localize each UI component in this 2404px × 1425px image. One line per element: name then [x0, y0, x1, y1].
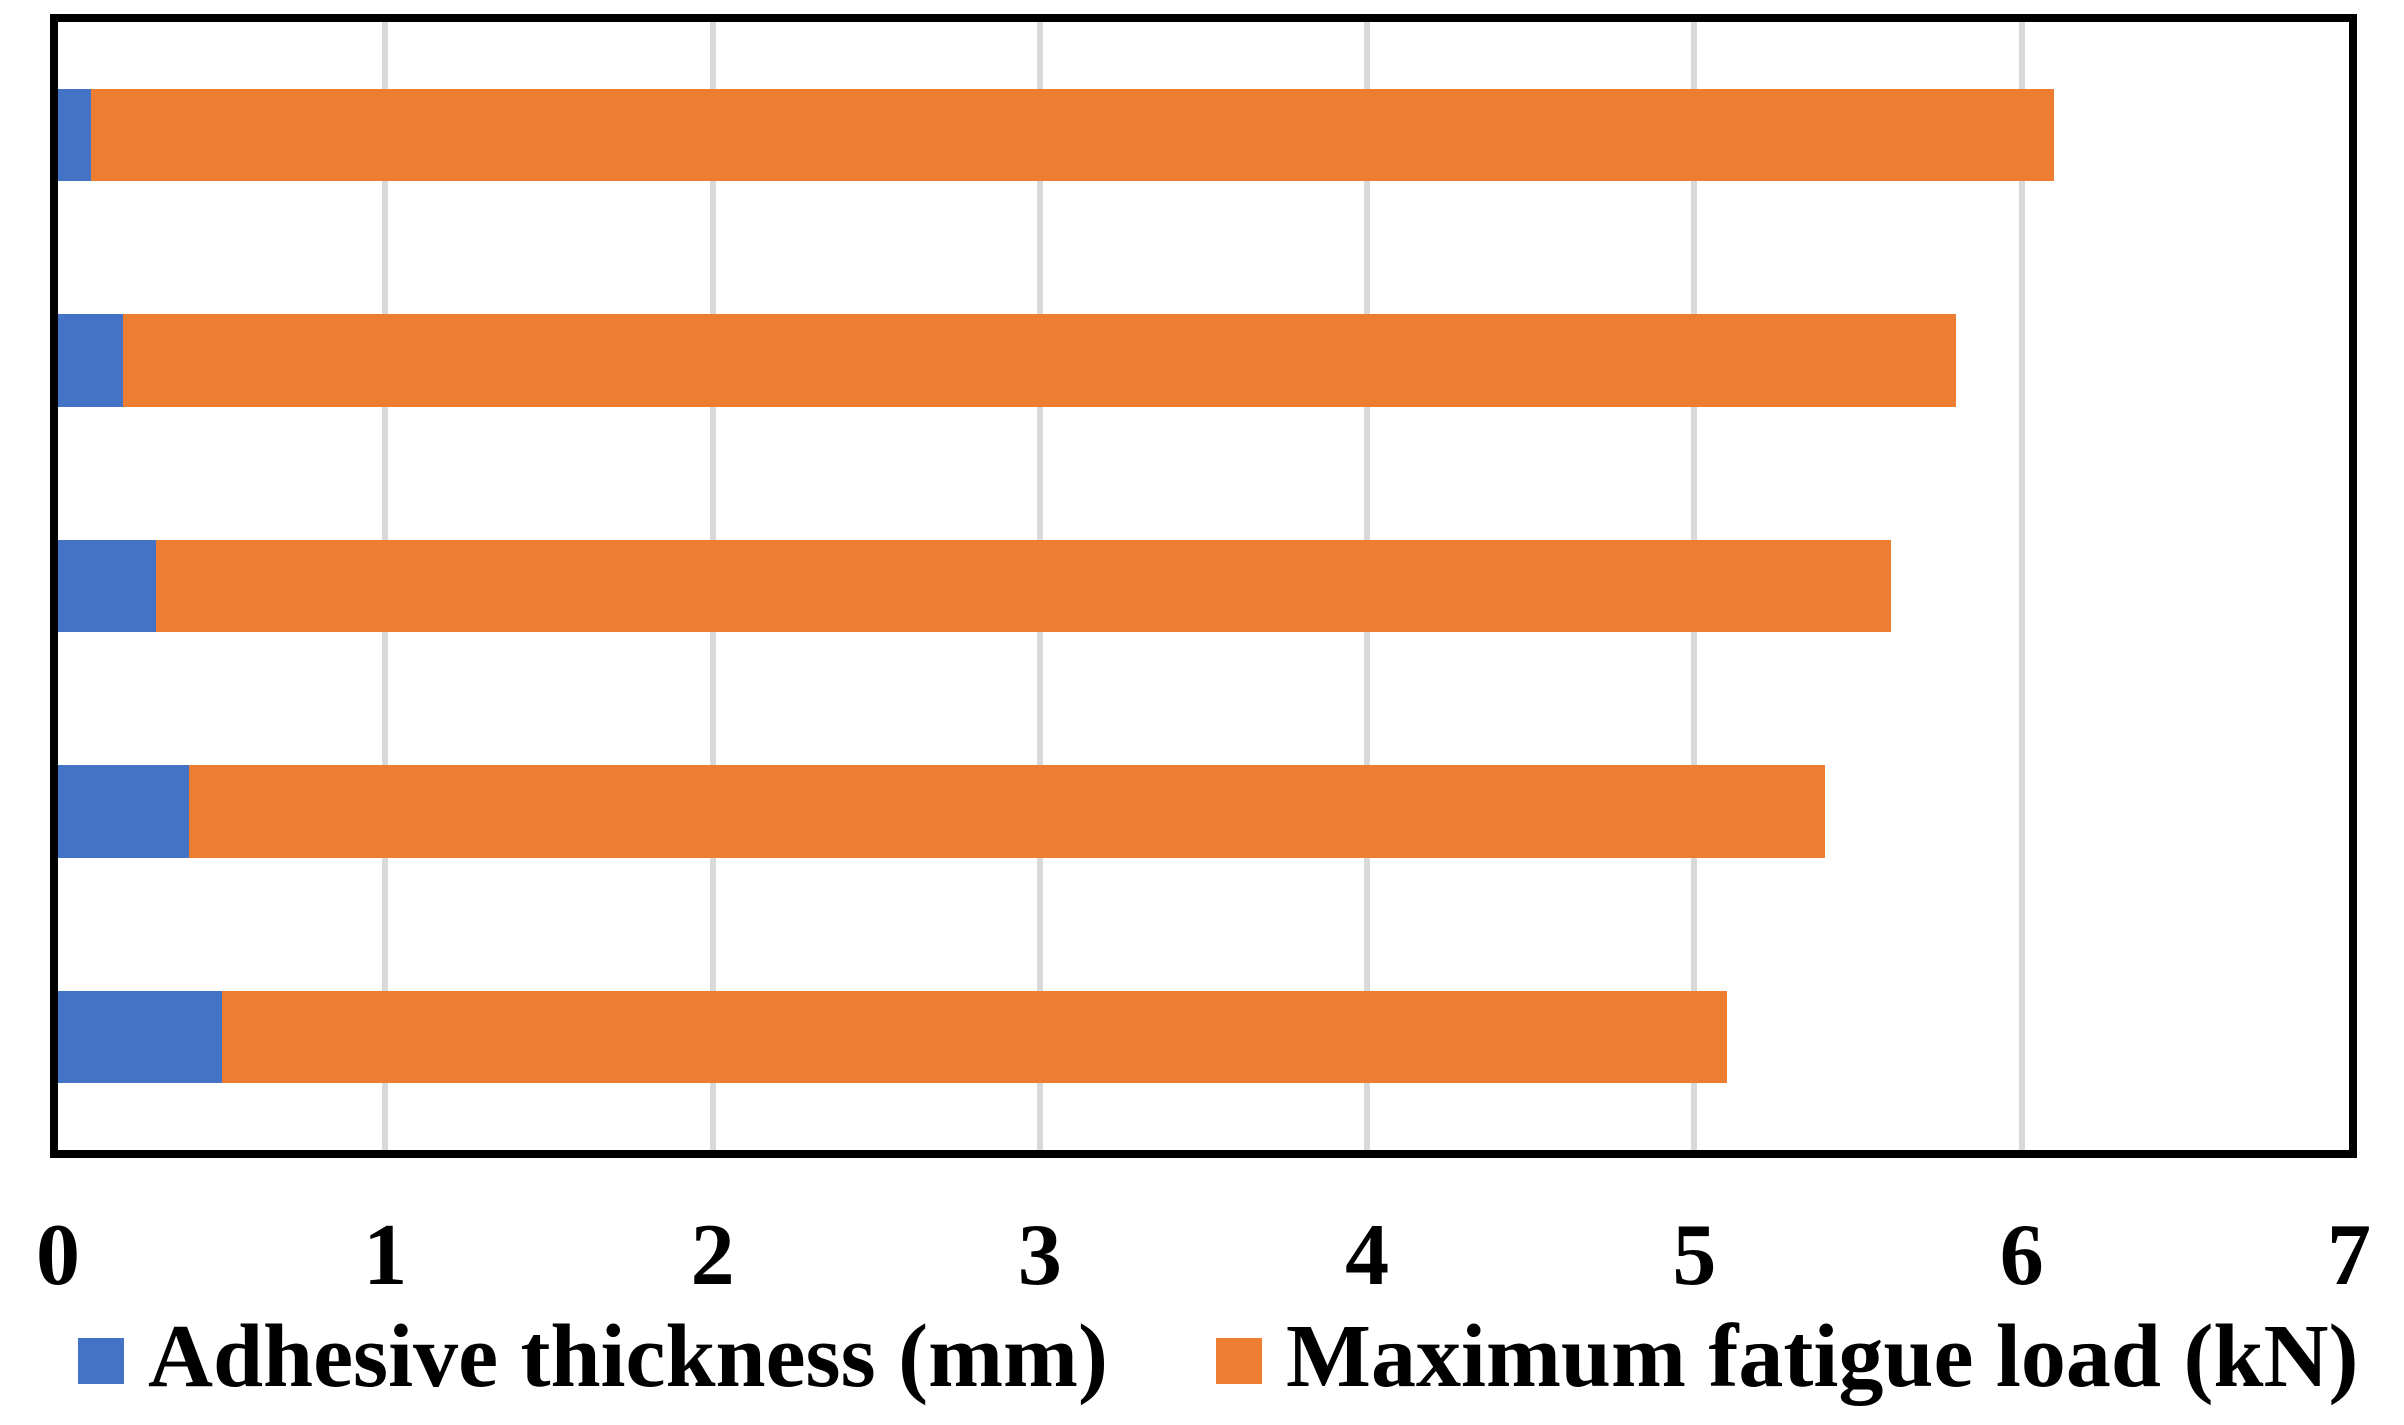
bar-stack — [58, 314, 2349, 407]
bars-layer — [58, 22, 2349, 1150]
bar-segment-adhesive-thickness — [58, 539, 157, 633]
bar-segment-adhesive-thickness — [58, 765, 189, 858]
x-axis: 0 1 2 3 4 5 6 7 — [36, 1198, 2371, 1308]
x-tick-label: 3 — [1017, 1207, 1062, 1304]
bar-segment-fatigue-load — [123, 314, 1957, 407]
legend-item-fatigue-load: Maximum fatigue load (kN) — [1216, 1312, 2358, 1402]
bar-segment-adhesive-thickness — [58, 990, 222, 1084]
gridline — [2018, 22, 2025, 1150]
bar-segment-fatigue-load — [156, 539, 1891, 633]
x-tick-label: 7 — [2327, 1207, 2371, 1304]
bar-row — [58, 22, 2349, 248]
plot-area — [50, 14, 2357, 1158]
bar-row — [58, 924, 2349, 1150]
x-tick-label: 1 — [363, 1207, 408, 1304]
bar-segment-adhesive-thickness — [58, 314, 124, 407]
x-tick-label: 4 — [1345, 1207, 1390, 1304]
legend-item-adhesive-thickness: Adhesive thickness (mm) — [78, 1312, 1108, 1402]
bar-stack — [58, 539, 2349, 633]
bar-segment-adhesive-thickness — [58, 88, 91, 182]
legend: Adhesive thickness (mm) Maximum fatigue … — [0, 1312, 2404, 1402]
bar-stack — [58, 765, 2349, 858]
x-tick-label: 2 — [690, 1207, 735, 1304]
x-tick-label: 6 — [1999, 1207, 2044, 1304]
bar-stack — [58, 88, 2349, 182]
x-tick-label: 5 — [1672, 1207, 1717, 1304]
bar-segment-fatigue-load — [221, 990, 1728, 1084]
bar-row — [58, 473, 2349, 699]
legend-swatch-fatigue-load — [1216, 1338, 1262, 1384]
legend-label-fatigue-load: Maximum fatigue load (kN) — [1286, 1307, 2359, 1406]
bar-row — [58, 699, 2349, 925]
x-tick-label: 0 — [36, 1207, 80, 1304]
bar-stack — [58, 990, 2349, 1084]
legend-swatch-adhesive-thickness — [78, 1338, 124, 1384]
legend-label-adhesive-thickness: Adhesive thickness (mm) — [148, 1307, 1108, 1406]
bar-segment-fatigue-load — [188, 765, 1826, 858]
bar-segment-fatigue-load — [90, 88, 2055, 182]
bar-row — [58, 248, 2349, 474]
